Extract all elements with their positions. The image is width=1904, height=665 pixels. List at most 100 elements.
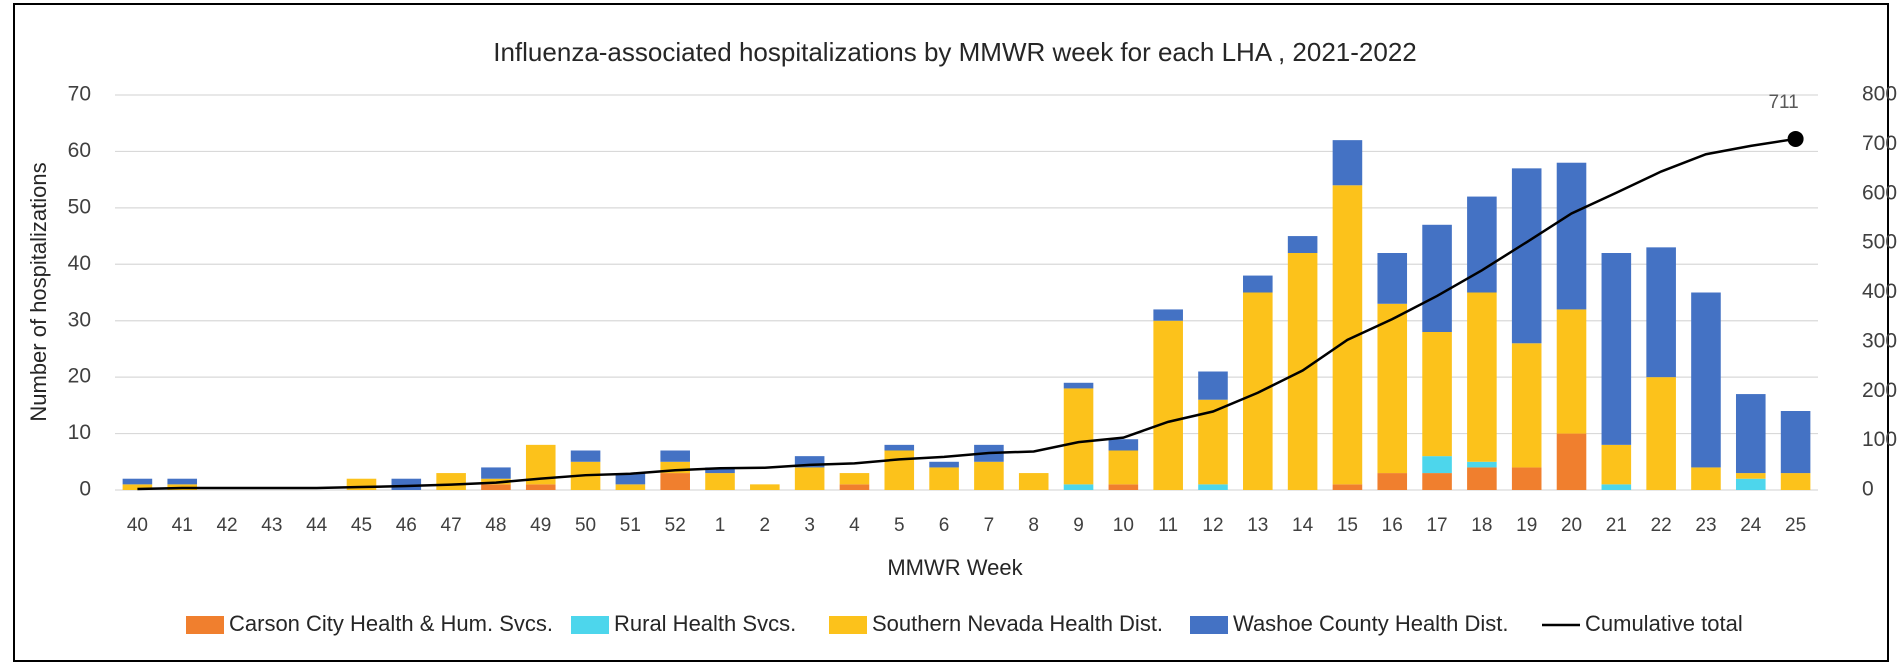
- x-tick-label: 25: [1785, 515, 1806, 536]
- bar-segment: [1018, 473, 1049, 490]
- bar-segment: [1735, 473, 1766, 479]
- bar-segment: [1780, 473, 1811, 490]
- y2-tick-label: 200: [1862, 379, 1897, 402]
- x-tick-label: 40: [127, 515, 148, 536]
- bar-segment: [1332, 140, 1363, 186]
- bar-segment: [570, 450, 601, 462]
- x-tick-label: 10: [1113, 515, 1134, 536]
- x-tick-label: 18: [1471, 515, 1492, 536]
- cumulative-line: [137, 137, 1796, 491]
- bar-segment: [1377, 253, 1408, 304]
- x-tick-label: 19: [1516, 515, 1537, 536]
- bar-segment: [436, 473, 466, 490]
- y2-tick-label: 300: [1862, 329, 1897, 352]
- end-marker: [1787, 130, 1804, 147]
- bar-segment: [1601, 444, 1632, 485]
- bar-segment: [1243, 292, 1273, 490]
- x-tick-label: 47: [441, 515, 462, 536]
- data-label: 711: [1768, 92, 1798, 113]
- x-tick-label: 41: [172, 515, 193, 536]
- bar-segment: [839, 484, 870, 490]
- bar-segment: [1646, 247, 1676, 378]
- x-tick-label: 7: [984, 515, 995, 536]
- bar-segment: [1153, 320, 1183, 490]
- bar-segment: [1735, 394, 1766, 474]
- y-axis-title: Number of hospitalizations: [26, 162, 51, 421]
- x-tick-label: 15: [1337, 515, 1358, 536]
- bar-segment: [1243, 275, 1273, 293]
- legend-label: Cumulative total: [1585, 611, 1743, 636]
- x-tick-label: 3: [804, 515, 815, 536]
- x-tick-label: 23: [1695, 515, 1716, 536]
- x-tick-label: 8: [1028, 515, 1039, 536]
- y2-tick-label: 0: [1862, 478, 1874, 501]
- bar-segment: [839, 473, 870, 485]
- legend-swatch: [1190, 616, 1228, 634]
- bar-segment: [615, 473, 646, 485]
- y-tick-label: 60: [68, 139, 91, 162]
- bar-segment: [1467, 467, 1497, 490]
- x-tick-label: 49: [530, 515, 551, 536]
- y2-tick-label: 100: [1862, 428, 1897, 451]
- bar-segment: [1108, 484, 1139, 490]
- bar-segment: [1198, 371, 1228, 400]
- y-tick-label: 0: [79, 478, 91, 501]
- bar-segment: [1422, 473, 1452, 490]
- bar-segment: [1511, 343, 1542, 468]
- legend-swatch: [571, 616, 609, 634]
- bar-segment: [1556, 162, 1587, 310]
- bar-segment: [1691, 467, 1721, 490]
- bar-segment: [929, 461, 959, 468]
- bar-segment: [391, 478, 422, 490]
- bar-segment: [1422, 332, 1452, 457]
- x-tick-label: 42: [216, 515, 237, 536]
- bar-segment: [1467, 461, 1497, 468]
- bar-segment: [525, 484, 556, 490]
- bar-segment: [1511, 168, 1542, 344]
- x-tick-label: 12: [1202, 515, 1223, 536]
- bar-segment: [1691, 292, 1721, 468]
- x-tick-label: 44: [306, 515, 328, 536]
- bar-segment: [705, 473, 735, 490]
- x-axis-title: MMWR Week: [887, 555, 1023, 580]
- bar-segment: [1601, 484, 1632, 490]
- bar-segment: [1735, 478, 1766, 490]
- legend-swatch: [829, 616, 867, 634]
- x-tick-label: 1: [715, 515, 726, 536]
- bar-segment: [794, 467, 825, 490]
- legend-label: Southern Nevada Health Dist.: [872, 611, 1163, 636]
- bar-segment: [1332, 484, 1363, 490]
- bar-segment: [122, 484, 153, 490]
- x-tick-label: 24: [1740, 515, 1762, 536]
- x-tick-label: 6: [939, 515, 950, 536]
- bar-segment: [1108, 450, 1139, 485]
- bar-segment: [705, 467, 735, 474]
- bar-segment: [750, 484, 780, 490]
- bar-segment: [1556, 433, 1587, 490]
- bar-segment: [1780, 411, 1811, 474]
- x-tick-label: 17: [1426, 515, 1447, 536]
- x-tick-label: 21: [1606, 515, 1627, 536]
- bar-segment: [1422, 456, 1452, 474]
- x-tick-label: 45: [351, 515, 372, 536]
- bar-segment: [794, 456, 825, 468]
- bar-segment: [660, 450, 690, 462]
- y2-tick-label: 400: [1862, 280, 1897, 303]
- bar-segment: [1422, 224, 1452, 332]
- y2-tick-label: 600: [1862, 181, 1897, 204]
- legend-label: Rural Health Svcs.: [614, 611, 796, 636]
- bar-segment: [481, 467, 511, 479]
- x-tick-label: 11: [1158, 515, 1178, 536]
- y2-tick-label: 500: [1862, 231, 1897, 254]
- y2-tick-label: 700: [1862, 132, 1897, 155]
- y-tick-label: 50: [68, 195, 91, 218]
- bar-segment: [1198, 484, 1228, 490]
- x-tick-label: 46: [396, 515, 417, 536]
- bar-segment: [974, 461, 1004, 490]
- bar-segment: [1108, 439, 1139, 451]
- bar-segment: [1467, 196, 1497, 293]
- bar-segment: [1556, 309, 1587, 434]
- bar-segment: [929, 467, 959, 490]
- bar-segment: [660, 461, 690, 474]
